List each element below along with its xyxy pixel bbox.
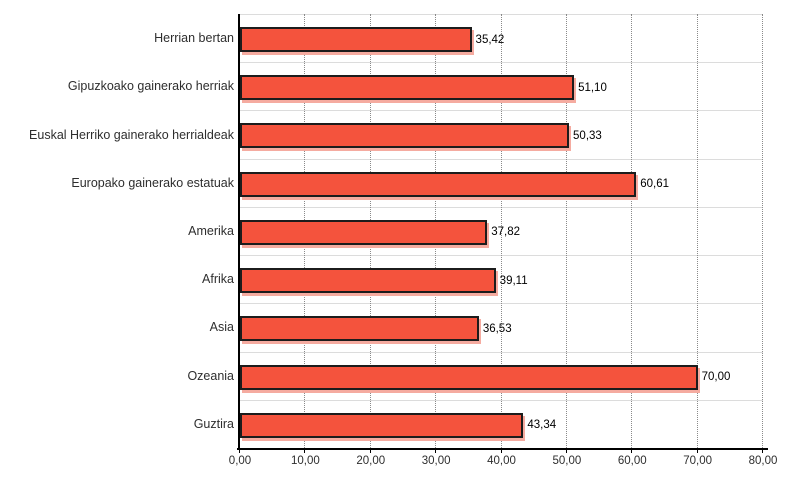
x-axis-line [237,448,768,450]
x-axis-tick-mark [239,450,240,453]
bar-6 [240,268,496,294]
category-label: Guztira [193,416,234,431]
bar-value-label: 60,61 [640,178,670,191]
bar-row: 60,61 [240,159,763,207]
category-label: Herrian bertan [154,31,234,46]
x-axis-tick-mark [435,450,437,453]
vertical-gridline [500,14,502,448]
x-axis-tick-mark [369,450,371,453]
horizontal-gridline [240,255,763,256]
x-axis-tick-mark [304,450,306,453]
x-axis-tick-label: 20,00 [356,455,386,467]
bar-3 [240,123,570,149]
category-label: Afrika [202,272,234,287]
bar-row: 70,00 [240,352,763,400]
x-axis-tick-label: 30,00 [421,455,451,467]
horizontal-gridline [240,62,763,63]
vertical-gridline [565,14,567,448]
bar-1 [240,27,472,52]
bar-row: 36,53 [240,303,763,351]
bar-value-label: 39,11 [499,274,528,287]
bar-8 [240,364,698,390]
bar-value-label: 35,42 [475,33,505,46]
category-label: Asia [209,320,234,335]
x-axis-tick-mark [631,450,633,453]
bar-row: 51,10 [240,62,763,110]
horizontal-gridline [240,352,763,353]
y-axis-line [238,14,240,450]
x-axis-tick-label: 50,00 [552,455,582,467]
bar-5 [240,219,488,245]
horizontal-gridline [240,207,763,208]
bar-value-label: 36,53 [482,322,512,335]
x-axis-tick-mark [696,450,698,453]
category-label: Euskal Herriko gainerako herrialdeak [29,127,234,142]
vertical-gridline [762,14,763,448]
bar-row: 50,33 [240,110,763,158]
x-axis-tick-label: 40,00 [487,455,516,467]
x-axis-tick-mark [565,450,567,453]
bar-row: 35,42 [240,14,763,62]
bar-9 [240,412,524,438]
category-label: Amerika [188,223,234,238]
x-axis-tick-label: 70,00 [683,455,713,467]
bar-7 [240,316,479,342]
x-axis-tick-label: 80,00 [748,455,778,467]
horizontal-gridline [240,400,763,401]
bar-row: 39,11 [240,255,763,303]
plot-area: 35,42 51,10 50,33 60,61 37,82 39,11 36,53 70,00… [240,14,763,448]
bar-value-label: 43,34 [527,419,557,432]
bar-value-label: 51,10 [578,81,607,94]
bar-4 [240,171,637,197]
horizontal-gridline [240,110,763,111]
bar-value-label: 70,00 [701,371,731,384]
bar-row: 37,82 [240,207,763,255]
x-axis-tick-label: 0,00 [228,455,252,467]
category-label: Europako gainerako estatuak [71,175,234,190]
x-axis-tick-mark [762,450,763,453]
x-axis-tick-label: 60,00 [617,455,647,467]
horizontal-gridline [240,14,763,15]
category-label: Ozeania [187,368,234,383]
vertical-gridline [696,14,698,448]
horizontal-gridline [240,159,763,160]
vertical-gridline [631,14,633,448]
bar-value-label: 50,33 [573,129,602,142]
horizontal-gridline [240,303,763,304]
bar-value-label: 37,82 [491,226,521,239]
category-label: Gipuzkoako gainerako herriak [67,79,234,94]
bar-2 [240,75,575,101]
x-axis-tick-mark [500,450,502,453]
x-axis-tick-label: 10,00 [290,455,320,467]
bar-row: 43,34 [240,400,763,448]
